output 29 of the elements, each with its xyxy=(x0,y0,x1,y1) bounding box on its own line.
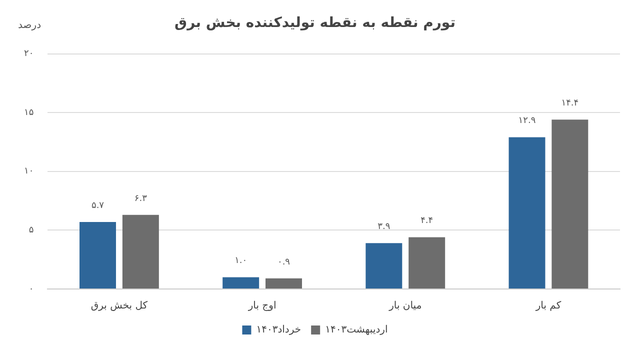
x-tick-label: کم بار xyxy=(534,300,562,312)
chart-title: تورم نقطه به نقطه تولیدکننده بخش برق xyxy=(174,15,456,32)
bar xyxy=(80,222,116,288)
bar xyxy=(552,120,588,288)
bar xyxy=(508,137,546,288)
bar xyxy=(408,237,446,288)
y-tick-label: ۲۰ xyxy=(24,49,34,60)
legend-label: خرداد۱۴۰۳ xyxy=(256,324,302,336)
bar xyxy=(366,243,402,288)
x-tick-label: میان بار xyxy=(388,300,422,312)
x-tick-label: اوج بار xyxy=(247,300,276,312)
x-tick-label: کل بخش برق xyxy=(90,300,148,312)
bar xyxy=(266,278,302,288)
y-tick-label: ۱۰ xyxy=(24,166,34,177)
data-label: ۶.۳ xyxy=(134,194,148,204)
bar xyxy=(122,214,159,288)
data-label: ۱۴.۴ xyxy=(561,98,579,108)
y-tick-label: ۰ xyxy=(28,284,34,294)
y-tick-label: ۵ xyxy=(28,226,34,236)
bar xyxy=(222,277,260,288)
data-label: ۰.۹ xyxy=(277,257,290,268)
data-label: ۴.۴ xyxy=(420,216,434,226)
y-tick-label: ۱۵ xyxy=(24,108,34,118)
data-label: ۱۲.۹ xyxy=(518,116,536,126)
legend-label: اردیبهشت۱۴۰۳ xyxy=(325,324,388,336)
y-axis-title: درصد xyxy=(18,20,42,31)
data-label: ۳.۹ xyxy=(378,222,390,232)
data-label: ۵.۷ xyxy=(91,200,104,211)
data-label: ۱.۰ xyxy=(234,256,248,266)
